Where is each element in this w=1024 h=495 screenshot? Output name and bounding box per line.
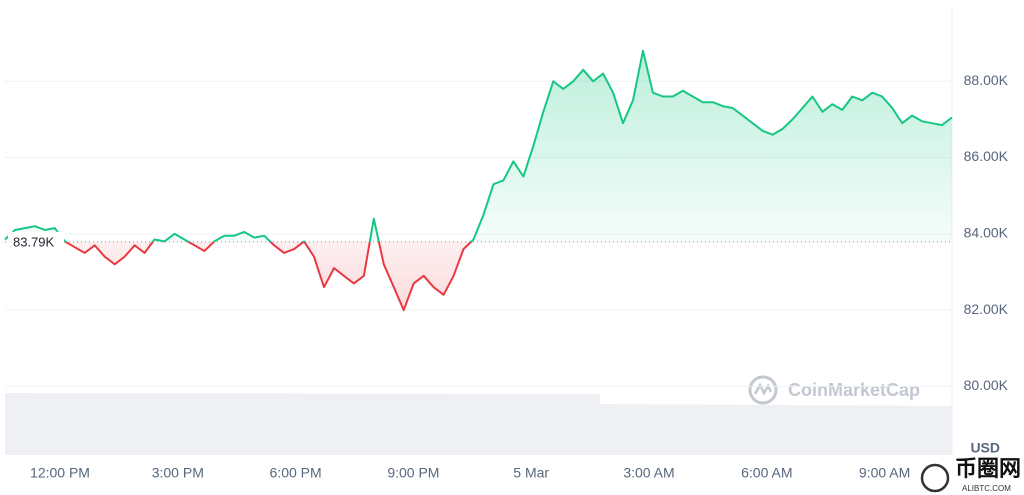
- x-tick-label: 3:00 PM: [152, 465, 204, 481]
- logo: 币圈网 ALIBTC.COM: [920, 456, 1021, 493]
- x-tick-label: 12:00 PM: [30, 465, 90, 481]
- y-tick-label: 80.00K: [964, 377, 1009, 393]
- logo-name: 币圈网: [955, 456, 1021, 481]
- volume-band: [5, 393, 952, 455]
- baseline-label: 83.79K: [13, 234, 55, 249]
- x-tick-label: 6:00 AM: [741, 465, 792, 481]
- x-tick-label: 5 Mar: [513, 465, 549, 481]
- area-fill: [5, 50, 952, 311]
- price-line: [4, 49, 953, 312]
- y-tick-label: 88.00K: [964, 72, 1009, 88]
- x-tick-label: 6:00 PM: [270, 465, 322, 481]
- baseline-label-bg: [8, 231, 64, 252]
- unit-label: USD: [970, 440, 1000, 456]
- watermark-text: CoinMarketCap: [788, 380, 920, 400]
- watermark: CoinMarketCap: [748, 375, 920, 405]
- logo-site: ALIBTC.COM: [962, 484, 1011, 493]
- x-tick-label: 9:00 AM: [859, 465, 910, 481]
- y-tick-label: 84.00K: [964, 225, 1009, 241]
- x-tick-label: 3:00 AM: [623, 465, 674, 481]
- x-tick-label: 9:00 PM: [387, 465, 439, 481]
- y-tick-label: 82.00K: [964, 301, 1009, 317]
- y-tick-label: 86.00K: [964, 148, 1009, 164]
